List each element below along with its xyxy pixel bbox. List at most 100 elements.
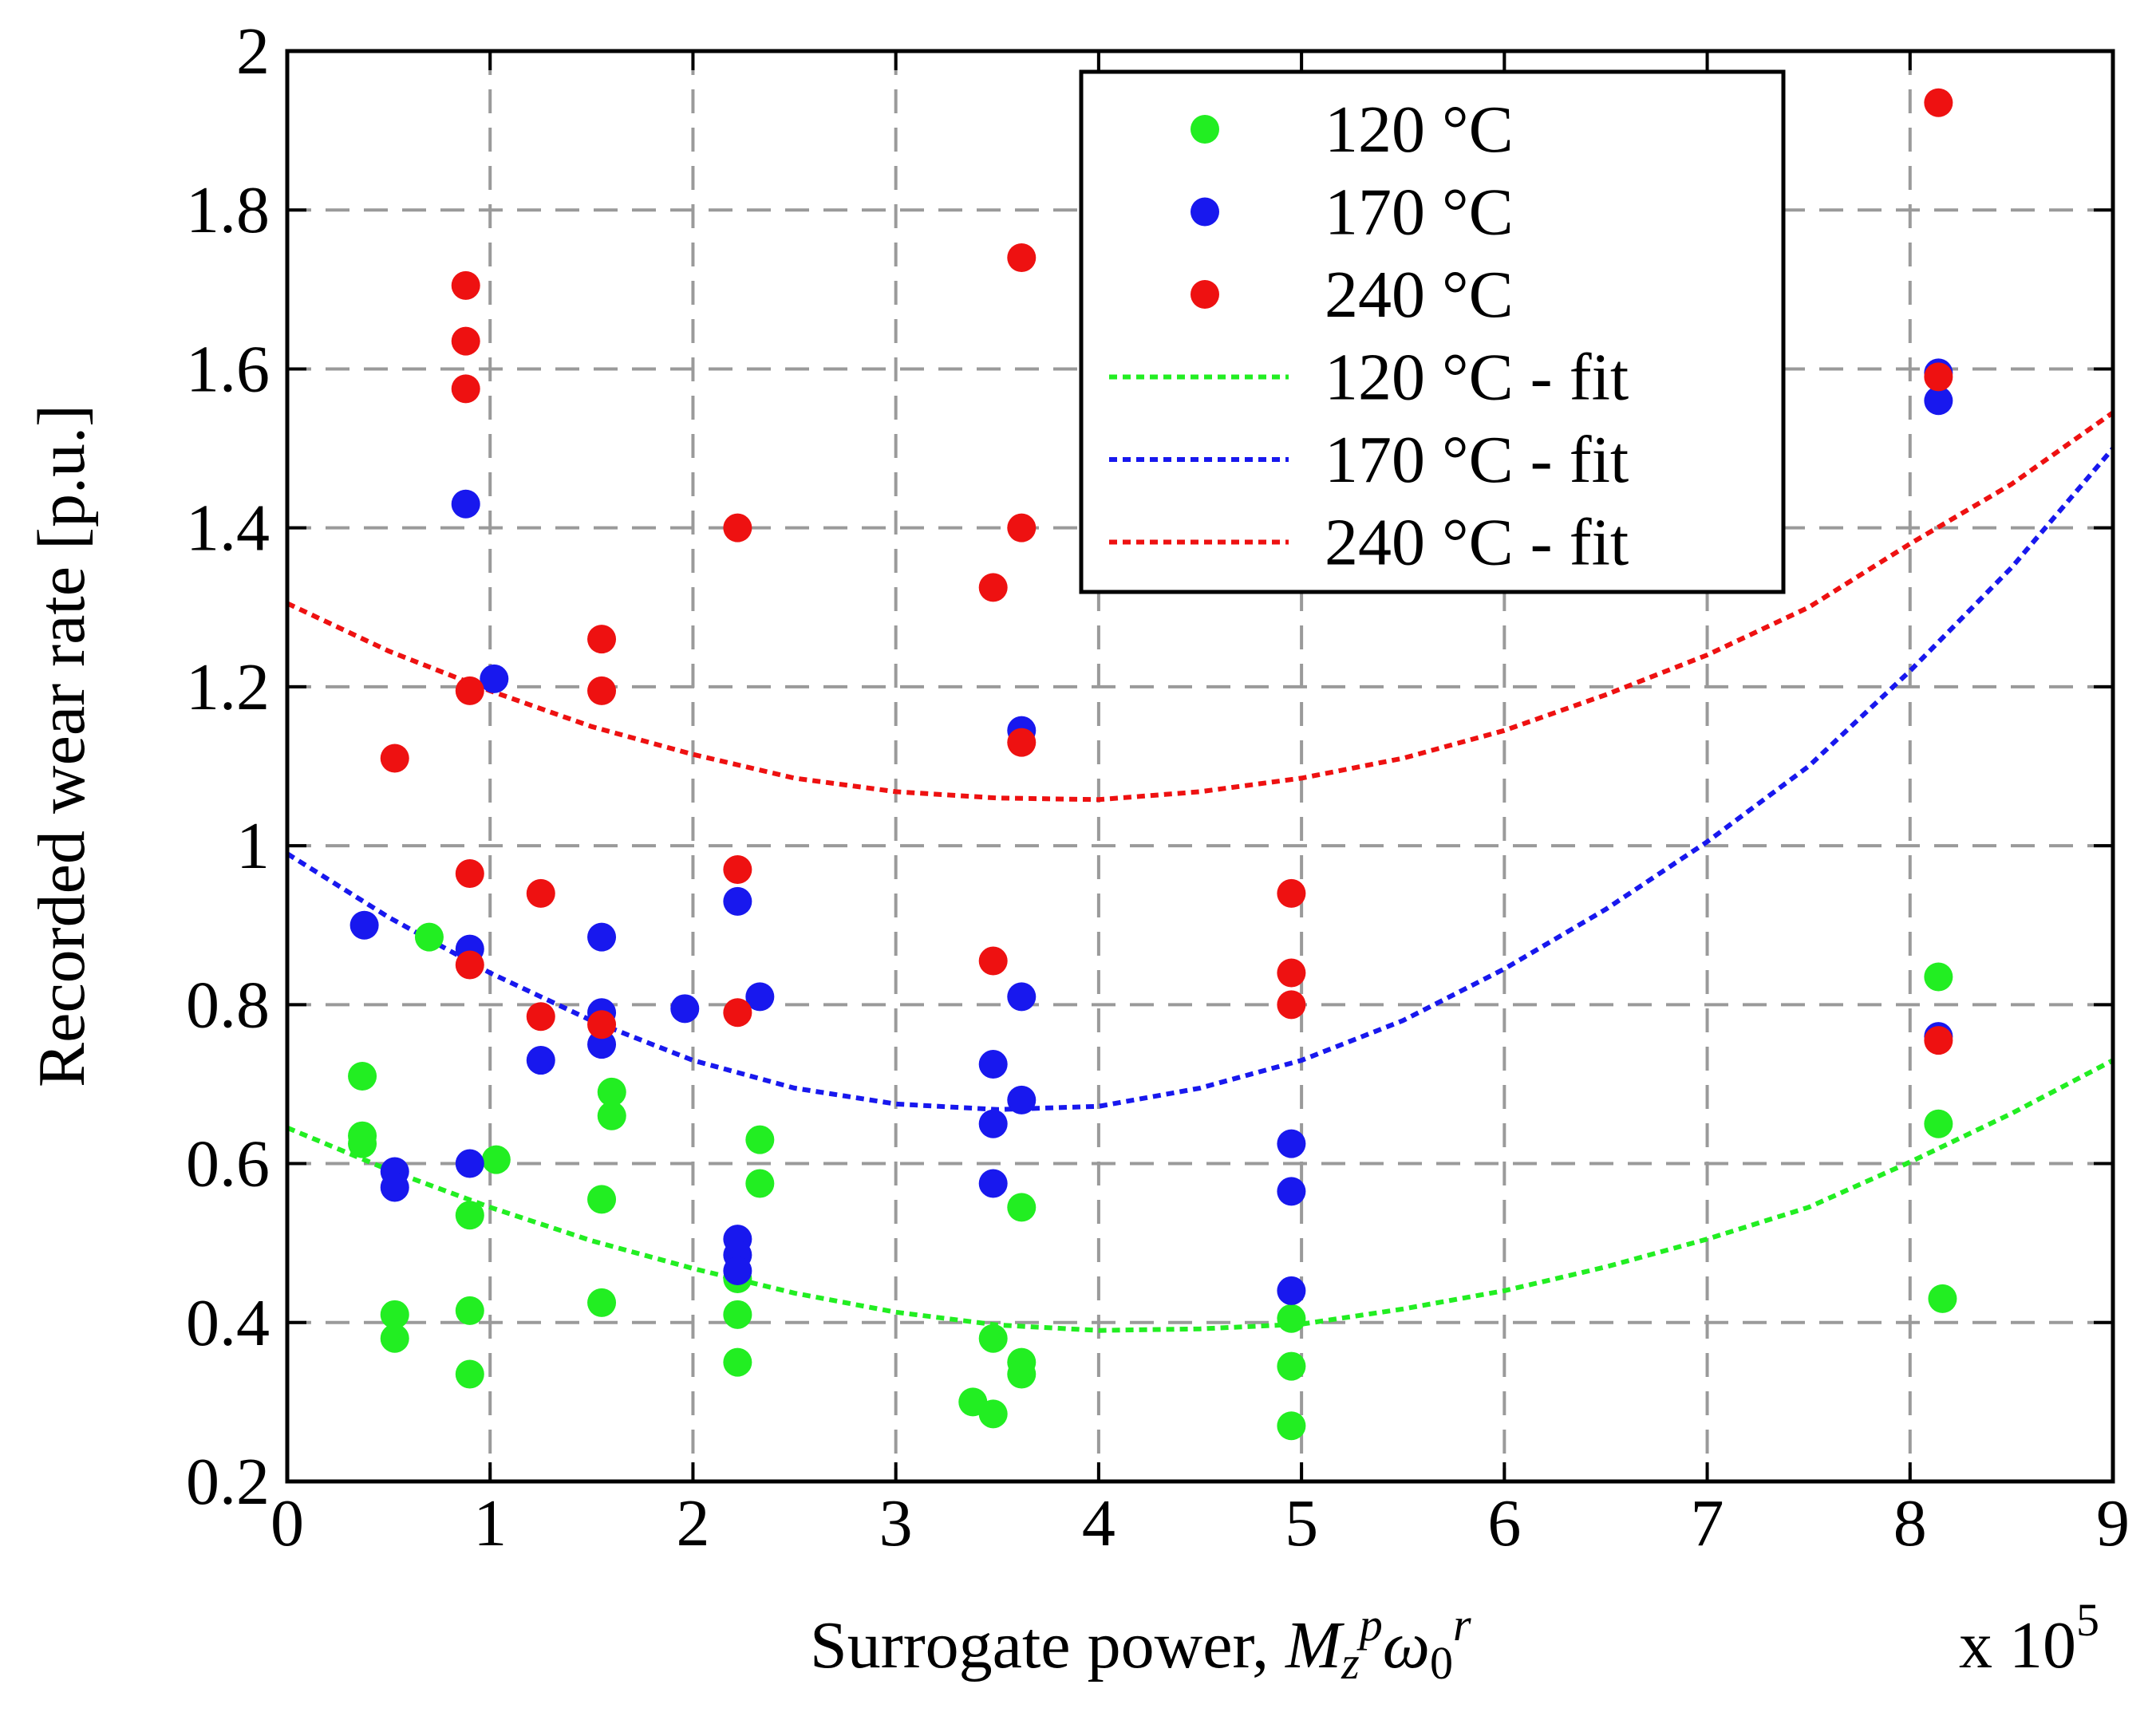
data-point [723, 1300, 752, 1329]
x-axis-label: Surrogate power, Mzpω0r [810, 1599, 1471, 1689]
y-tick-label: 0.4 [186, 1286, 270, 1360]
data-point [455, 1149, 484, 1178]
y-tick-label: 1.6 [186, 332, 270, 406]
y-tick-label: 1 [236, 809, 270, 883]
data-point [380, 744, 409, 773]
data-point [348, 1061, 377, 1091]
x-tick-label: 6 [1487, 1486, 1521, 1560]
data-point [380, 1300, 409, 1329]
data-point [1277, 1304, 1306, 1333]
data-point [1924, 962, 1953, 992]
legend-label: 120 °C [1325, 93, 1514, 167]
x-axis-label-sup-p: p [1356, 1599, 1383, 1651]
legend-marker [1191, 197, 1219, 227]
data-point [1277, 1177, 1306, 1206]
data-point [455, 676, 484, 705]
data-point [1007, 1085, 1037, 1114]
x-tick-label: 9 [2096, 1486, 2130, 1560]
data-point [1277, 1411, 1306, 1441]
x-axis-label-sub-0: 0 [1430, 1637, 1453, 1689]
y-tick-label: 0.8 [186, 968, 270, 1042]
data-point [745, 1125, 775, 1154]
data-point [1277, 958, 1306, 988]
data-point [723, 1256, 752, 1286]
x-axis-label-sup-r: r [1453, 1599, 1471, 1651]
axes [285, 49, 2115, 1484]
data-point [1924, 88, 1953, 117]
data-point [723, 513, 752, 542]
x-tick-label: 8 [1893, 1486, 1927, 1560]
data-points [348, 88, 1957, 1441]
legend-label: 240 °C [1325, 258, 1514, 332]
data-point [597, 1077, 626, 1107]
x-axis-multiplier-base: x 10 [1959, 1608, 2076, 1682]
y-axis-label: Recorded wear rate [p.u.] [25, 404, 99, 1087]
legend-marker [1191, 280, 1219, 309]
data-point [481, 1145, 511, 1174]
data-point [455, 1359, 484, 1389]
data-point [451, 489, 480, 519]
data-point [380, 1173, 409, 1202]
x-axis-label-m: M [1285, 1608, 1345, 1682]
data-point [587, 1010, 617, 1039]
data-point [1007, 1359, 1037, 1389]
data-point [723, 998, 752, 1028]
data-point [1924, 386, 1953, 416]
legend-label: 120 °C - fit [1325, 341, 1629, 415]
data-point [380, 1323, 409, 1353]
y-tick-label: 2 [236, 14, 270, 89]
data-point [723, 854, 752, 884]
data-point [670, 994, 700, 1024]
data-point [455, 1296, 484, 1325]
data-point [1007, 982, 1037, 1012]
data-point [723, 886, 752, 916]
data-point [455, 950, 484, 980]
y-tick-label: 0.2 [186, 1445, 270, 1519]
data-point [526, 1046, 555, 1075]
data-point [745, 1169, 775, 1198]
data-point [455, 1201, 484, 1230]
data-point [480, 664, 509, 693]
legend-label: 170 °C - fit [1325, 423, 1629, 497]
legend-box [1079, 69, 1786, 594]
data-point [587, 1288, 617, 1317]
legend-label: 170 °C [1325, 176, 1514, 250]
data-point [1928, 1284, 1957, 1313]
data-point [1277, 1276, 1306, 1305]
x-tick-label: 3 [879, 1486, 913, 1560]
data-point [587, 676, 617, 705]
fit-lines [286, 410, 2115, 1333]
data-point [1007, 728, 1037, 757]
data-point [587, 1185, 617, 1214]
data-point [978, 1050, 1008, 1079]
data-point [587, 1030, 617, 1059]
data-point [1924, 1026, 1953, 1055]
x-tick-label: 4 [1082, 1486, 1116, 1560]
tick-labels: 0 1 2 3 4 5 6 7 8 9 0.2 0.4 0.6 0.8 1 1.2 1.4 1.6 1.8 2 [186, 14, 2130, 1560]
data-point [587, 922, 617, 952]
data-point [1277, 878, 1306, 908]
data-point [978, 1169, 1008, 1198]
y-tick-label: 1.4 [186, 491, 270, 566]
x-axis-label-prefix: Surrogate power, [810, 1608, 1285, 1682]
data-point [348, 1129, 377, 1158]
data-point [597, 1101, 626, 1130]
data-point [526, 878, 555, 908]
data-point [1277, 1351, 1306, 1381]
legend: 120 °C 170 °C 240 °C 120 °C - fit 170 °C - f… [1079, 69, 1786, 594]
data-point [455, 858, 484, 888]
legend-label: 240 °C - fit [1325, 506, 1629, 580]
data-point [723, 1347, 752, 1377]
data-point [1277, 1129, 1306, 1158]
data-point [745, 982, 775, 1012]
x-axis-label-sub-z: z [1341, 1637, 1360, 1689]
data-point [1007, 243, 1037, 272]
x-tick-label: 5 [1285, 1486, 1318, 1560]
y-tick-label: 1.2 [186, 650, 270, 724]
data-point [978, 946, 1008, 976]
fit-line [286, 447, 2115, 1112]
data-point [349, 910, 379, 940]
x-tick-label: 2 [676, 1486, 709, 1560]
fit-line [286, 410, 2115, 803]
